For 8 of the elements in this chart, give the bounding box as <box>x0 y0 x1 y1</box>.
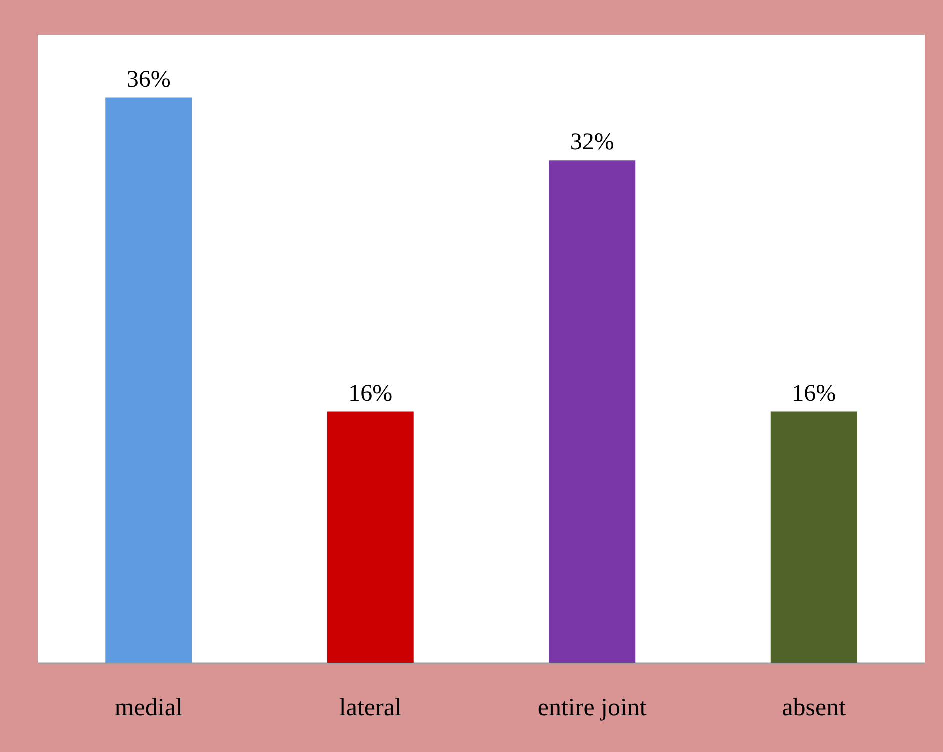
x-tick-label: entire joint <box>538 694 647 722</box>
data-label: 32% <box>570 130 614 156</box>
x-tick-label: lateral <box>339 694 402 722</box>
x-tick-label: medial <box>114 694 183 722</box>
x-tick-label: absent <box>782 694 846 722</box>
data-label: 16% <box>348 380 393 407</box>
data-label: 36% <box>126 66 171 93</box>
data-label: 16% <box>792 380 836 407</box>
